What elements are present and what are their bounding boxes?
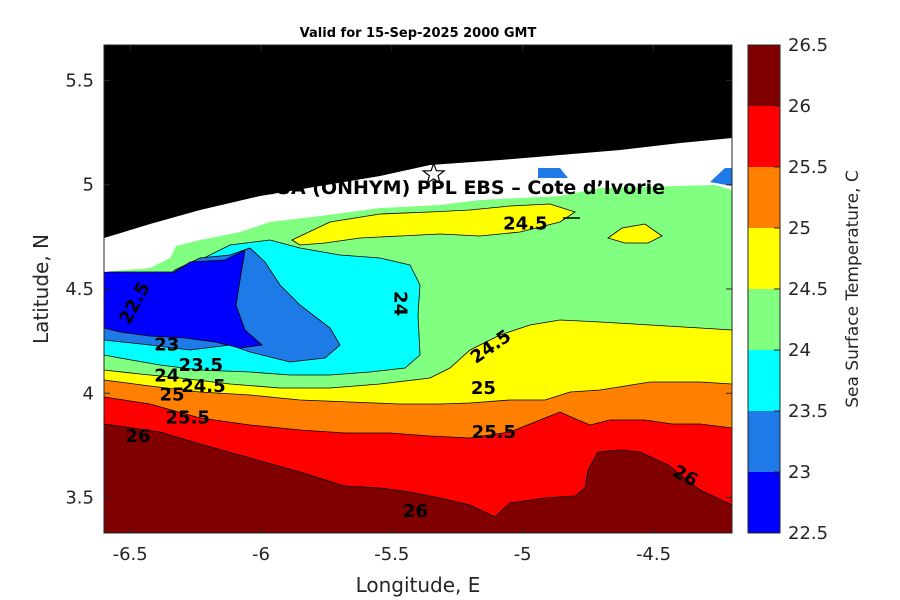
- colorbar-swatch: [748, 106, 780, 167]
- colorbar-swatch: [748, 472, 780, 533]
- band-24.5-25-oval: [607, 223, 663, 244]
- band-22.5-23: [104, 249, 263, 349]
- colorbar-swatch: [748, 167, 780, 228]
- contour-label: 24: [154, 366, 179, 387]
- y-tick-label: 5: [83, 175, 94, 196]
- contour-label: 25.5: [166, 407, 210, 428]
- colorbar-tick-label: 24.5: [788, 279, 828, 300]
- colorbar-tick-label: 22.5: [788, 523, 828, 544]
- band-24.5-25-patch: [291, 203, 576, 246]
- colorbar-swatch: [748, 289, 780, 350]
- colorbar: 22.5 23 23.5 24 24.5 25 25.5 26 26.5: [747, 35, 828, 544]
- colorbar-tick-label: 26: [788, 96, 811, 117]
- colorbar-label: Sea Surface Temperature, C: [843, 170, 863, 408]
- x-tick-label: -6.5: [113, 544, 148, 565]
- y-tick-label: 3.5: [65, 488, 94, 509]
- colorbar-swatch: [748, 228, 780, 289]
- colorbar-tick-label: 25.5: [788, 157, 828, 178]
- coastal-blue-speck-1: [538, 168, 568, 178]
- axes: -6.5 -6 -5.5 -5 -4.5 3.5 4 4.5 5 5.5: [65, 45, 732, 565]
- contour-label: 26: [403, 501, 428, 522]
- x-tick-label: -5.5: [374, 544, 409, 565]
- contour-label: 26: [125, 426, 150, 447]
- y-tick-label: 4: [83, 383, 94, 404]
- coastal-blue-speck-2: [710, 168, 732, 186]
- plot-area: [104, 45, 732, 533]
- y-tick-label: 5.5: [65, 70, 94, 91]
- contour-label: 25.5: [472, 422, 516, 443]
- colorbar-tick-label: 23.5: [788, 401, 828, 422]
- colorbar-tick-label: 25: [788, 218, 811, 239]
- contour-label: 25: [471, 378, 496, 399]
- colorbar-swatch: [748, 411, 780, 472]
- contour-label: 24.5: [181, 376, 225, 397]
- colorbar-swatch: [748, 350, 780, 411]
- colorbar-tick-label: 23: [788, 462, 811, 483]
- contour-label: 23: [154, 334, 179, 355]
- y-axis-label: Latitude, N: [29, 234, 53, 344]
- x-tick-label: -4.5: [636, 544, 671, 565]
- contour-label: 24: [390, 291, 411, 316]
- site-label: CI-803A (ONHYM) PPL EBS – Cote d’Ivorie: [222, 177, 665, 199]
- no-data-strip: [104, 138, 732, 272]
- x-axis-label: Longitude, E: [356, 573, 481, 597]
- contour-label: 25: [160, 384, 185, 405]
- x-tick-label: -6: [252, 544, 270, 565]
- contour-label: 23.5: [179, 355, 223, 376]
- chart-title: Valid for 15-Sep-2025 2000 GMT: [300, 26, 537, 41]
- colorbar-swatch: [748, 45, 780, 106]
- site-annotation: CI-803A (ONHYM) PPL EBS – Cote d’Ivorie: [222, 161, 665, 219]
- colorbar-tick-label: 24: [788, 340, 811, 361]
- colorbar-tick-label: 26.5: [788, 35, 828, 56]
- contour-label: 24.5: [503, 213, 547, 234]
- y-tick-label: 4.5: [65, 279, 94, 300]
- x-tick-label: -5: [514, 544, 532, 565]
- site-star-icon: [421, 161, 446, 185]
- land-mass: [104, 45, 732, 238]
